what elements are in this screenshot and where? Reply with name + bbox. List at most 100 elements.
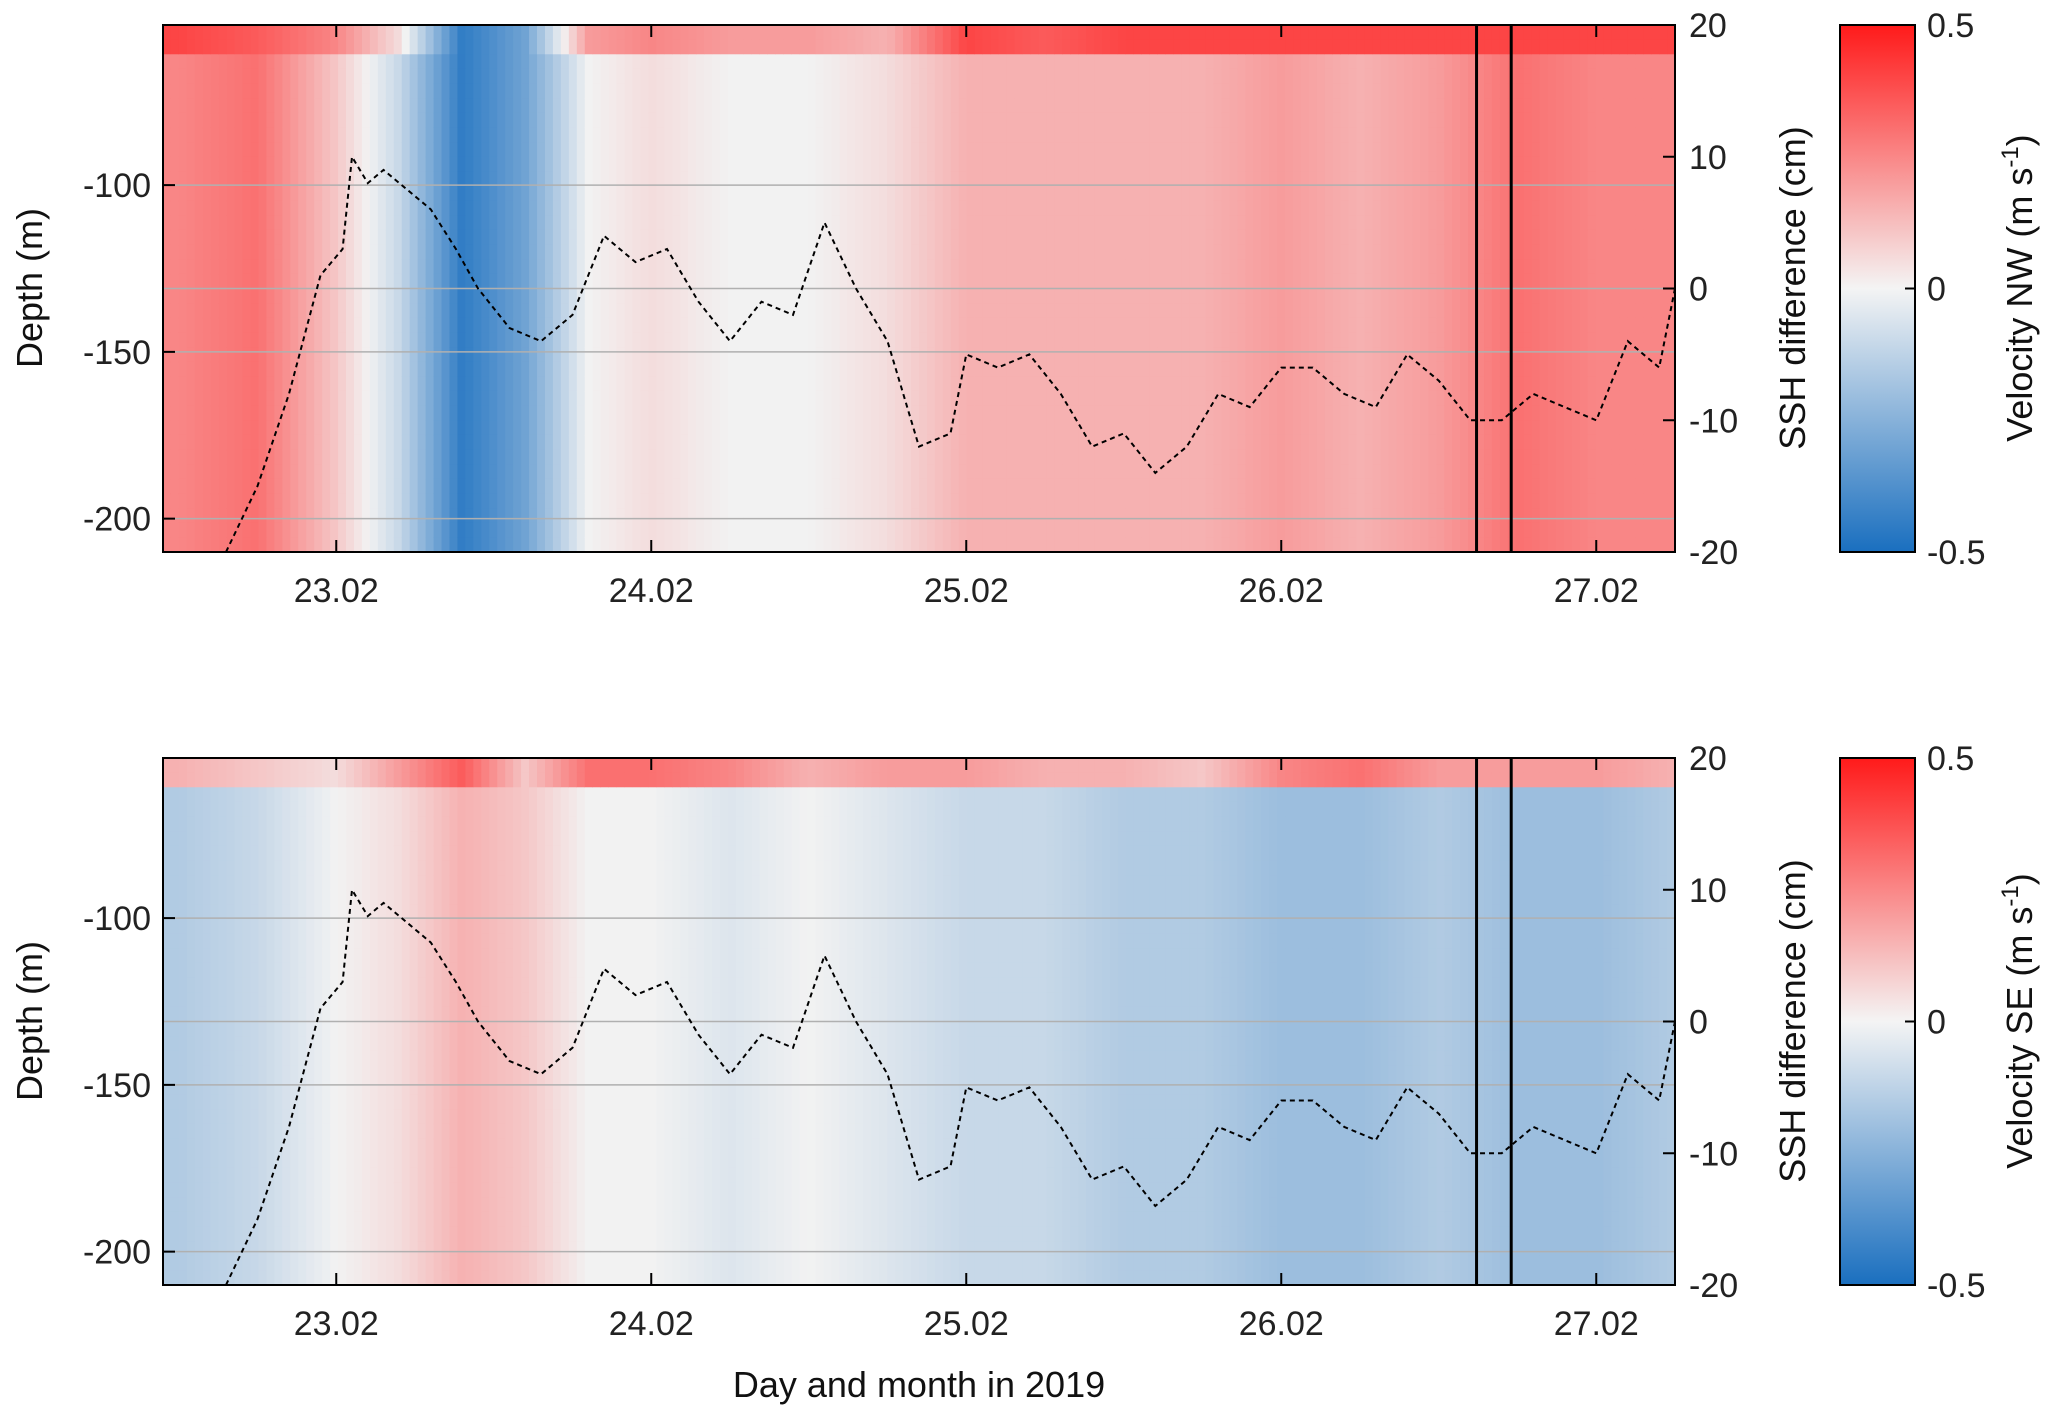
heatmap-cell: [1221, 215, 1230, 231]
heatmap-cell: [799, 54, 809, 70]
heatmap-cell: [791, 156, 801, 172]
heatmap-cell: [242, 112, 252, 129]
heatmap-cell: [855, 83, 864, 99]
heatmap-cell: [1173, 171, 1183, 187]
heatmap-cell: [513, 98, 522, 114]
heatmap-cell: [982, 361, 992, 377]
velocity-heatmap: [163, 25, 1676, 553]
heatmap-cell: [489, 405, 498, 421]
heatmap-cell: [863, 376, 872, 392]
heatmap-cell: [1030, 420, 1039, 436]
heatmap-cell: [958, 39, 968, 55]
heatmap-cell: [250, 390, 260, 407]
heatmap-cell: [1014, 112, 1024, 129]
heatmap-cell: [919, 98, 928, 114]
heatmap-cell: [1022, 303, 1032, 319]
heatmap-cell: [1213, 273, 1222, 290]
heatmap-cell: [186, 478, 196, 495]
heatmap-cell: [377, 376, 387, 392]
heatmap-cell: [560, 259, 570, 275]
heatmap-cell: [895, 317, 904, 334]
heatmap-cell: [966, 449, 976, 465]
heatmap-cell: [791, 68, 801, 85]
heatmap-cell: [314, 537, 323, 553]
heatmap-cell: [401, 376, 411, 392]
heatmap-cell: [298, 508, 307, 524]
heatmap-cell: [1229, 464, 1238, 480]
heatmap-cell: [361, 68, 371, 85]
heatmap-cell: [696, 347, 705, 363]
heatmap-cell: [1006, 142, 1016, 158]
heatmap-cell: [942, 390, 952, 407]
heatmap-cell: [178, 522, 188, 538]
heatmap-cell: [377, 83, 387, 99]
heatmap-cell: [1038, 25, 1047, 41]
heatmap-cell: [290, 332, 299, 348]
heatmap-cell: [1165, 537, 1175, 553]
heatmap-cell: [664, 112, 673, 129]
heatmap-cell: [600, 112, 610, 129]
heatmap-cell: [353, 259, 363, 275]
heatmap-cell: [497, 537, 506, 553]
heatmap-cell: [728, 98, 737, 114]
heatmap-cell: [1157, 273, 1167, 290]
heatmap-cell: [783, 317, 793, 334]
heatmap-cell: [1125, 273, 1135, 290]
heatmap-cell: [926, 186, 936, 202]
heatmap-cell: [632, 332, 642, 348]
heatmap-cell: [529, 83, 538, 99]
heatmap-cell: [839, 390, 848, 407]
heatmap-cell: [489, 376, 498, 392]
heatmap-cell: [298, 68, 307, 85]
heatmap-cell: [537, 288, 546, 304]
heatmap-cell: [513, 83, 522, 99]
heatmap-cell: [1086, 156, 1095, 172]
heatmap-cell: [919, 229, 928, 246]
heatmap-cell: [457, 493, 466, 509]
heatmap-cell: [775, 347, 785, 363]
heatmap-cell: [1237, 25, 1246, 41]
heatmap-cell: [1261, 156, 1270, 172]
heatmap-cell: [537, 142, 546, 158]
heatmap-cell: [537, 98, 546, 114]
heatmap-cell: [274, 156, 283, 172]
heatmap-cell: [1094, 171, 1103, 187]
heatmap-cell: [728, 508, 737, 524]
heatmap-cell: [735, 332, 745, 348]
heatmap-cell: [218, 434, 228, 451]
heatmap-cell: [1038, 186, 1047, 202]
heatmap-cell: [449, 347, 459, 363]
heatmap-cell: [767, 39, 777, 55]
heatmap-cell: [1133, 142, 1143, 158]
heatmap-cell: [1030, 112, 1039, 129]
heatmap-cell: [823, 68, 833, 85]
heatmap-cell: [1102, 142, 1111, 158]
heatmap-cell: [258, 347, 268, 363]
heatmap-cell: [441, 273, 451, 290]
heatmap-cell: [1229, 200, 1238, 216]
heatmap-cell: [1197, 303, 1207, 319]
heatmap-cell: [266, 508, 276, 524]
heatmap-cell: [457, 332, 466, 348]
heatmap-cell: [338, 244, 347, 260]
heatmap-cell: [1038, 156, 1047, 172]
heatmap-cell: [1125, 229, 1135, 246]
heatmap-cell: [314, 215, 323, 231]
heatmap-cell: [887, 317, 896, 334]
heatmap-cell: [751, 449, 761, 465]
heatmap-cell: [560, 215, 570, 231]
heatmap-cell: [1173, 376, 1183, 392]
heatmap-cell: [775, 259, 785, 275]
heatmap-cell: [1070, 83, 1079, 99]
heatmap-cell: [529, 186, 538, 202]
heatmap-cell: [250, 522, 260, 538]
heatmap-cell: [879, 54, 888, 70]
heatmap-cell: [401, 493, 411, 509]
heatmap-cell: [815, 332, 825, 348]
heatmap-cell: [202, 288, 212, 304]
heatmap-cell: [218, 347, 228, 363]
heatmap-cell: [1078, 68, 1087, 85]
heatmap-cell: [560, 347, 570, 363]
heatmap-cell: [712, 25, 721, 41]
heatmap-cell: [656, 537, 665, 553]
